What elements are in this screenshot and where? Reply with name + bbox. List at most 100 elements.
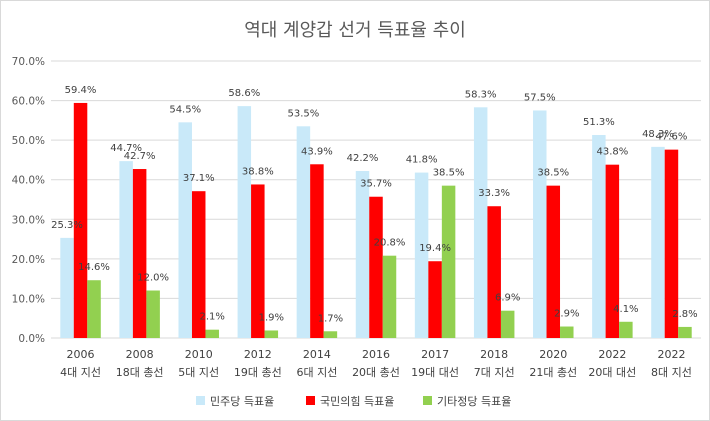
x-category-year: 2014 [303,348,331,361]
y-tick-label: 30.0% [12,214,45,226]
bar [487,206,501,338]
data-label: 1.7% [318,313,343,324]
y-tick-label: 10.0% [12,293,45,305]
data-label: 51.3% [583,117,615,128]
bar [382,255,397,338]
bar [178,122,192,338]
x-category-election: 20대 총선 [352,366,400,379]
data-label: 33.3% [478,188,510,199]
data-label: 12.0% [137,273,169,284]
y-tick-label: 20.0% [12,254,45,266]
bars [60,102,692,339]
x-category-year: 2016 [362,348,390,361]
data-label: 19.4% [419,243,451,254]
bar [678,326,692,338]
data-label: 43.8% [596,147,628,158]
legend: 민주당 득표율 국민의힘 득표율 기타정당 득표율 [196,395,511,408]
x-category-election: 6대 지선 [296,366,337,379]
legend-swatch [306,396,315,405]
data-label: 37.1% [183,173,215,184]
bar [191,191,206,338]
bar [619,321,633,338]
data-label: 59.4% [65,85,97,96]
data-label: 58.3% [465,89,497,100]
bar [605,164,620,338]
bar [441,185,456,338]
data-label: 53.5% [288,108,320,119]
bar [205,329,219,338]
bar [560,326,574,338]
data-label: 2.1% [200,312,225,323]
bar [651,146,665,338]
bar [264,330,279,338]
data-label: 1.9% [259,312,284,323]
data-label: 54.5% [169,104,201,115]
data-label: 58.6% [228,88,260,99]
data-label: 47.6% [656,132,688,143]
bar [310,164,324,338]
data-label: 35.7% [360,179,392,190]
x-category-election: 18대 총선 [116,366,164,379]
data-label: 2.9% [554,309,579,320]
bar [73,102,88,339]
x-category-year: 2022 [657,348,685,361]
bar [146,290,160,338]
bar [355,171,370,338]
legend-swatch [196,396,205,405]
x-category-election: 21대 총선 [529,366,577,379]
data-label: 20.8% [374,238,406,249]
bar [473,107,488,338]
data-label: 14.6% [78,262,110,273]
x-category-election: 19대 대선 [411,366,459,379]
data-label: 2.8% [672,309,697,320]
data-label: 44.7% [110,143,142,154]
y-axis-ticks: 0.0% 10.0% 20.0% 30.0% 40.0% 50.0% 60.0% 70.0% [12,56,45,345]
bar [500,310,515,338]
bar [296,126,311,339]
data-label: 4.1% [613,304,638,315]
legend-label: 국민의힘 득표율 [320,395,394,408]
data-label: 6.9% [495,293,520,304]
y-tick-label: 40.0% [12,175,45,187]
bar [87,280,101,338]
x-category-election: 20대 대선 [588,366,636,379]
data-label: 42.7% [124,151,156,162]
bar [119,161,133,338]
x-category-year: 2006 [67,348,95,361]
x-category-year: 2010 [185,348,213,361]
x-category-year: 2018 [480,348,508,361]
x-category-election: 4대 지선 [60,366,101,379]
y-tick-label: 60.0% [12,96,45,108]
bar [546,185,561,338]
x-category-election: 19대 총선 [234,366,282,379]
y-tick-label: 0.0% [18,333,45,345]
x-category-year: 2008 [126,348,154,361]
legend-label: 민주당 득표율 [210,395,274,408]
y-tick-label: 70.0% [12,56,45,68]
data-label: 42.2% [347,153,379,164]
data-labels: 25.3% 59.4% 14.6% 44.7%42.7% 12.0% 54.5% 37.1%… [51,85,698,324]
bar [533,110,547,338]
data-label: 41.8% [406,155,438,166]
bar [664,149,679,338]
bar [592,134,606,338]
x-category-election: 7대 지선 [474,366,515,379]
data-label: 25.3% [51,220,83,231]
legend-label: 기타정당 득표율 [437,395,511,408]
x-category-year: 2022 [598,348,626,361]
bar [237,106,252,339]
x-axis-categories: 2006 4대 지선 2008 18대 총선 2010 5대 지선 2012 19대 총선 20… [60,348,692,379]
x-category-year: 2017 [421,348,449,361]
data-label: 38.8% [242,166,274,177]
bar [369,196,383,338]
bar [132,169,147,338]
x-category-election: 8대 지선 [651,366,692,379]
bar [60,237,74,338]
y-tick-label: 50.0% [12,135,45,147]
x-category-election: 5대 지선 [178,366,219,379]
data-label: 38.5% [433,168,465,179]
data-label: 57.5% [524,92,556,103]
data-label: 43.9% [301,146,333,157]
